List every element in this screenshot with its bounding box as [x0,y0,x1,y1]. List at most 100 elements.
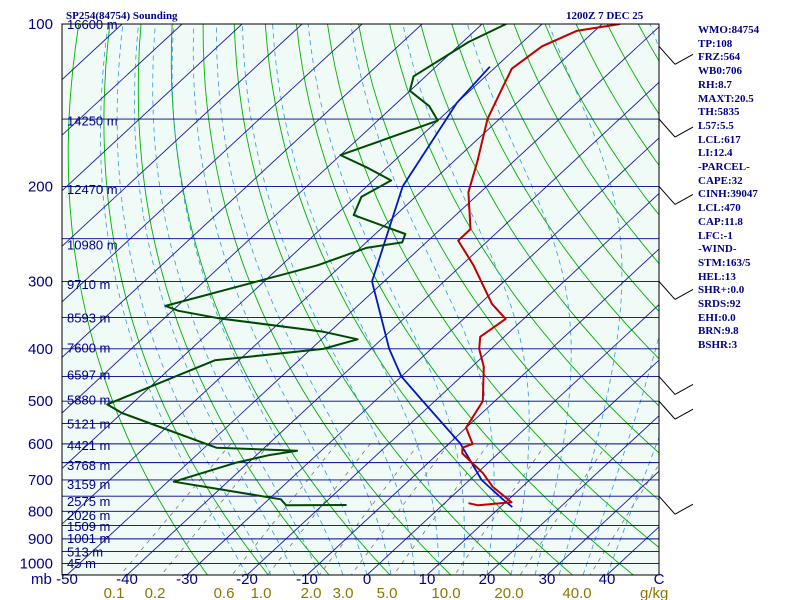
index-entry: FRZ:564 [698,51,741,64]
moist-adiabat [216,24,392,575]
moist-adiabat [192,24,368,575]
moist-adiabat [606,436,659,575]
isotherm [62,24,483,414]
height-label: 7600 m [67,341,110,356]
index-entry: BSHR:3 [698,339,738,352]
dewpoint-trace [106,24,507,507]
mixing-ratio-tick-label: 40.0 [562,585,591,600]
wind-barb [658,281,676,300]
height-label: 14250 m [67,114,118,129]
index-entry: -PARCEL- [698,161,750,174]
dry-adiabat [358,24,659,501]
pressure-tick-label: 700 [28,472,53,489]
height-label: 1001 m [67,531,110,546]
temperature-tick-label: 30 [539,571,556,588]
wind-barb-flag [674,503,694,515]
index-entry: MAXT:20.5 [698,92,754,105]
height-label: 4421 m [67,438,110,453]
pressure-tick-label: 400 [28,341,53,358]
index-entry: LI:12.4 [698,147,733,160]
isotherm [186,137,659,575]
pressure-tick-label: 800 [28,503,53,520]
height-label: 3159 m [67,477,110,492]
wind-barb [658,46,676,65]
mixing-ratio-tick-label: 2.0 [301,585,322,600]
isotherm [62,24,363,303]
mixing-ratio-tick-label: 3.0 [333,585,354,600]
isotherm [62,24,303,247]
index-entry: SRDS:92 [698,298,741,311]
wind-barb [658,118,676,138]
height-label: 6597 m [67,367,110,382]
isotherm [126,81,659,575]
wind-barb-flag [674,193,694,205]
height-label: 45 m [67,556,96,571]
index-entry: CINH:39047 [698,188,758,201]
height-label: 5121 m [67,416,110,431]
temperature-tick-label: -50 [56,571,78,588]
pressure-tick-label: 300 [28,273,53,290]
isotherm [486,415,659,575]
moist-adiabat [116,24,272,575]
moist-adiabat [548,24,623,575]
wind-barb-flag [674,408,694,420]
mixing-ratio-line [267,443,371,575]
wind-barb [658,495,676,515]
index-entry: CAP:11.8 [698,215,743,228]
isotherm [246,192,659,575]
pressure-tick-label: 500 [28,393,53,410]
isotherm [426,359,659,575]
temperature-tick-label: -30 [176,571,198,588]
mixing-ratio-tick-label: 5.0 [377,585,398,600]
index-entry: LCL:617 [698,133,741,146]
dry-adiabat [233,24,512,575]
pressure-unit-label: mb [31,571,52,588]
wind-barbs [658,46,694,515]
isotherm [0,24,2,575]
pressure-tick-label: 900 [28,531,53,548]
isotherm [66,26,659,575]
mixing-ratio-line [393,443,490,575]
isotherm [366,304,659,575]
index-entry: STM:163/5 [698,256,751,269]
index-entry: LCL:470 [698,202,741,215]
height-label: 10980 m [67,237,118,252]
wind-barb [658,376,676,395]
index-entry: SHR+:0.0 [698,284,745,297]
temperature-tick-label: 40 [599,571,616,588]
dry-adiabat [264,24,573,575]
moist-adiabat [467,24,572,575]
mixing-ratio-line [318,443,420,575]
dry-adiabat [482,24,659,312]
isotherm [62,24,423,359]
height-label: 3768 m [67,458,110,473]
wind-barb [658,186,676,205]
wind-barb-flag [674,289,694,300]
height-label: 5880 m [67,393,110,408]
mixing-ratio-tick-label: 0.6 [214,585,235,600]
index-entry: TH:5835 [698,106,740,119]
moist-adiabat [402,24,530,575]
isobar-lines [62,24,659,565]
moist-adiabat [133,24,296,575]
moist-adiabat [242,24,416,575]
height-label: 12470 m [67,182,118,197]
temperature-trace [457,24,621,507]
isotherm [306,248,659,575]
wind-barb [658,400,676,420]
moist-adiabat [350,24,495,575]
dry-adiabat [67,24,208,575]
isotherm [62,24,543,470]
index-entry: -WIND- [698,243,737,256]
moist-adiabat [171,24,344,575]
index-entry: L57:5.5 [698,119,734,132]
wind-barb-flag [674,53,694,65]
dry-adiabat [137,24,330,575]
mixing-ratio-line [519,443,608,575]
index-entry: RH:8.7 [698,78,732,91]
mixing-ratio-tick-label: 0.1 [104,585,125,600]
moist-adiabat [272,24,440,575]
isotherm [62,24,63,25]
mixing-ratio-line [231,443,337,575]
